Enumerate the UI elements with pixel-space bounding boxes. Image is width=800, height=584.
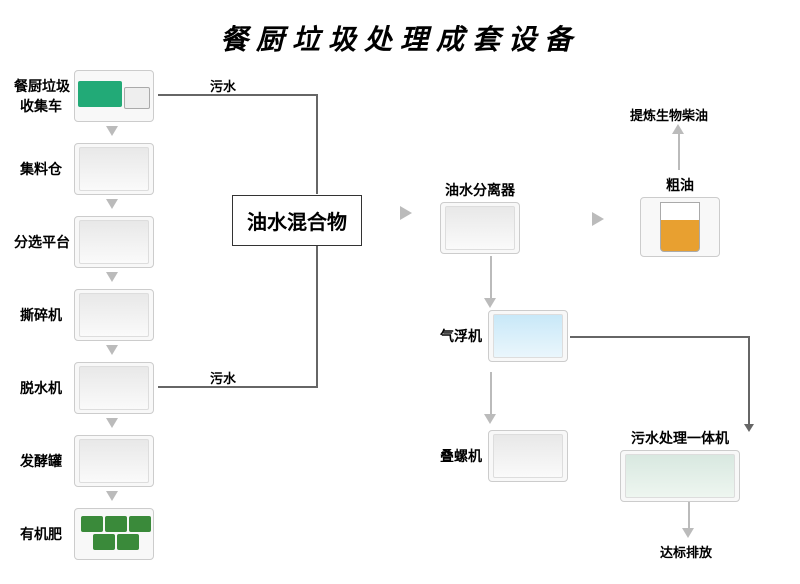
left-arrow-3 xyxy=(106,345,118,355)
left-node-6: 有机肥 xyxy=(14,508,154,560)
left-icon-5 xyxy=(74,435,154,487)
left-icon-1 xyxy=(74,143,154,195)
left-icon-0 xyxy=(74,70,154,122)
biodiesel-label: 提炼生物柴油 xyxy=(630,105,708,124)
sewage-label-1: 污水 xyxy=(210,76,236,95)
flotation-node: 气浮机 xyxy=(440,310,568,362)
left-node-4: 脱水机 xyxy=(14,362,154,414)
left-arrow-2 xyxy=(106,272,118,282)
crude-oil-icon xyxy=(640,197,720,257)
left-label-4: 脱水机 xyxy=(14,378,68,398)
sewage-label-2: 污水 xyxy=(210,368,236,387)
screw-node: 叠螺机 xyxy=(440,430,568,482)
left-label-0: 餐厨垃圾收集车 xyxy=(14,76,68,116)
left-arrow-0 xyxy=(106,126,118,136)
oil-to-bio-line xyxy=(678,132,680,170)
arrow-mix-to-sep xyxy=(400,206,412,220)
screw-icon xyxy=(488,430,568,482)
sewage-line-2v xyxy=(316,236,318,388)
left-node-3: 撕碎机 xyxy=(14,289,154,341)
separator-label: 油水分离器 xyxy=(445,180,515,200)
oil-water-separator-node: 油水分离器 xyxy=(440,180,520,254)
sewage-line-2 xyxy=(158,386,318,388)
left-node-2: 分选平台 xyxy=(14,216,154,268)
flotation-label: 气浮机 xyxy=(440,326,482,346)
left-label-5: 发酵罐 xyxy=(14,451,68,471)
treatment-node: 污水处理一体机 xyxy=(620,428,740,502)
treat-to-disch-line xyxy=(688,502,690,530)
sep-to-flot-line xyxy=(490,256,492,300)
discharge-label: 达标排放 xyxy=(660,542,712,561)
left-icon-6 xyxy=(74,508,154,560)
screw-label: 叠螺机 xyxy=(440,446,482,466)
sewage-line-1v xyxy=(316,94,318,194)
left-icon-3 xyxy=(74,289,154,341)
left-label-2: 分选平台 xyxy=(14,232,68,252)
crude-oil-label: 粗油 xyxy=(666,175,694,195)
crude-oil-node: 粗油 xyxy=(640,175,720,257)
left-label-3: 撕碎机 xyxy=(14,305,68,325)
sewage-line-1 xyxy=(158,94,318,96)
arrow-sep-to-flot xyxy=(484,298,496,308)
treatment-label: 污水处理一体机 xyxy=(631,428,729,448)
left-node-1: 集料仓 xyxy=(14,143,154,195)
treatment-icon xyxy=(620,450,740,502)
left-node-5: 发酵罐 xyxy=(14,435,154,487)
flot-to-screw-line xyxy=(490,372,492,416)
arrow-flot-to-treat xyxy=(744,424,754,432)
flot-to-treat-v xyxy=(748,336,750,426)
arrow-treat-to-disch xyxy=(682,528,694,538)
arrow-oil-to-bio xyxy=(672,124,684,134)
left-node-0: 餐厨垃圾收集车 xyxy=(14,70,154,122)
separator-icon xyxy=(440,202,520,254)
arrow-flot-to-screw xyxy=(484,414,496,424)
left-icon-2 xyxy=(74,216,154,268)
oil-water-mixture-box: 油水混合物 xyxy=(232,195,362,246)
left-label-6: 有机肥 xyxy=(14,524,68,544)
arrow-sep-to-oil xyxy=(592,212,604,226)
left-arrow-1 xyxy=(106,199,118,209)
flotation-icon xyxy=(488,310,568,362)
left-label-1: 集料仓 xyxy=(14,159,68,179)
flot-to-treat-h xyxy=(570,336,750,338)
diagram-title: 餐厨垃圾处理成套设备 xyxy=(0,18,800,58)
left-arrow-4 xyxy=(106,418,118,428)
left-icon-4 xyxy=(74,362,154,414)
left-arrow-5 xyxy=(106,491,118,501)
